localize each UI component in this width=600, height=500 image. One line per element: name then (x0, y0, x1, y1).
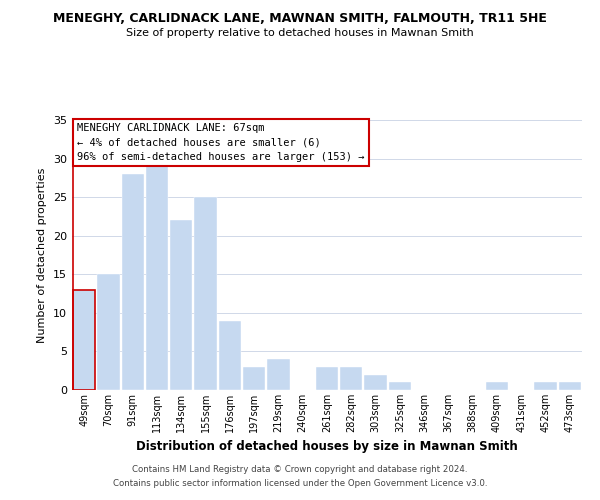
Bar (170, 220, 193, 390)
Bar (364, 374, 387, 390)
Bar (146, 166, 168, 390)
Bar (267, 359, 290, 390)
Bar (122, 174, 144, 390)
Bar (194, 197, 217, 390)
Text: Contains HM Land Registry data © Crown copyright and database right 2024.
Contai: Contains HM Land Registry data © Crown c… (113, 466, 487, 487)
Bar (340, 367, 362, 390)
Text: MENEGHY CARLIDNACK LANE: 67sqm
← 4% of detached houses are smaller (6)
96% of se: MENEGHY CARLIDNACK LANE: 67sqm ← 4% of d… (77, 122, 365, 162)
Text: MENEGHY, CARLIDNACK LANE, MAWNAN SMITH, FALMOUTH, TR11 5HE: MENEGHY, CARLIDNACK LANE, MAWNAN SMITH, … (53, 12, 547, 26)
Bar (316, 367, 338, 390)
Bar (73, 290, 95, 390)
X-axis label: Distribution of detached houses by size in Mawnan Smith: Distribution of detached houses by size … (136, 440, 518, 454)
Y-axis label: Number of detached properties: Number of detached properties (37, 168, 47, 342)
Bar (486, 382, 508, 390)
Text: Size of property relative to detached houses in Mawnan Smith: Size of property relative to detached ho… (126, 28, 474, 38)
Bar (243, 367, 265, 390)
Bar (535, 382, 557, 390)
Bar (97, 274, 119, 390)
Bar (389, 382, 411, 390)
Bar (559, 382, 581, 390)
Bar (218, 320, 241, 390)
